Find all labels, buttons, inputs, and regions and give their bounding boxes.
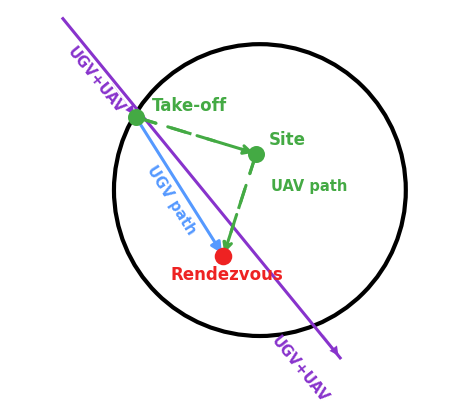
Point [132, 115, 139, 121]
Text: UGV+UAV: UGV+UAV [268, 332, 331, 404]
Point [219, 253, 227, 259]
Text: Take-off: Take-off [152, 97, 228, 115]
Text: Rendezvous: Rendezvous [171, 266, 283, 284]
Text: UGV path: UGV path [144, 162, 199, 237]
Point [252, 151, 260, 157]
Text: UAV path: UAV path [271, 179, 347, 193]
Text: Site: Site [269, 131, 306, 149]
Text: UGV+UAV: UGV+UAV [64, 45, 127, 117]
